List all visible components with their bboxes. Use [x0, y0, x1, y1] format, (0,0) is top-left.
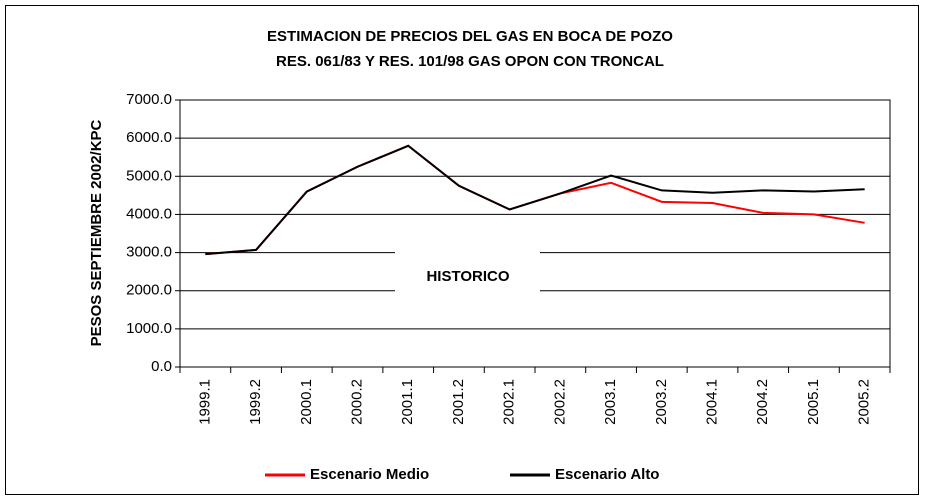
y-tick-label: 5000.0: [126, 167, 172, 184]
annotation: HISTORICO: [426, 268, 509, 285]
line-series: [205, 144, 865, 256]
y-tick-label: 1000.0: [126, 320, 172, 337]
y-tick-label: 0.0: [151, 358, 172, 375]
x-tick-label: 2005.2: [856, 379, 873, 425]
x-tick-label: 2002.2: [551, 379, 568, 425]
x-tick-label: 2003.2: [653, 379, 670, 425]
annotation-box: [395, 245, 540, 310]
x-tick-label: 2001.2: [450, 379, 467, 425]
x-tick-label: 2001.1: [399, 379, 416, 425]
y-tick-label: 7000.0: [126, 91, 172, 108]
y-tick-label: 6000.0: [126, 129, 172, 146]
x-tick-label: 2004.2: [754, 379, 771, 425]
x-tick-label: 2000.1: [298, 379, 315, 425]
y-tick-label: 4000.0: [126, 205, 172, 222]
y-tick-label: 3000.0: [126, 244, 172, 261]
plot-area: [179, 99, 891, 368]
chart-title: ESTIMACION DE PRECIOS DEL GAS EN BOCA DE…: [267, 28, 673, 45]
x-tick-label: 2000.2: [348, 379, 365, 425]
y-axis-title: PESOS SEPTIEMBRE 2002/KPC: [88, 119, 105, 346]
chart-subtitle: RES. 061/83 Y RES. 101/98 GAS OPON CON T…: [276, 53, 664, 70]
legend-label: Escenario Alto: [555, 466, 659, 483]
x-tick-label: 1999.2: [247, 379, 264, 425]
x-tick-label: 1999.1: [196, 379, 213, 425]
legend-label: Escenario Medio: [310, 466, 429, 483]
x-tick-label: 2005.1: [805, 379, 822, 425]
x-tick-label: 2002.1: [501, 379, 518, 425]
x-tick-label: 2003.1: [602, 379, 619, 425]
x-tick-label: 2004.1: [703, 379, 720, 425]
y-tick-label: 2000.0: [126, 282, 172, 299]
